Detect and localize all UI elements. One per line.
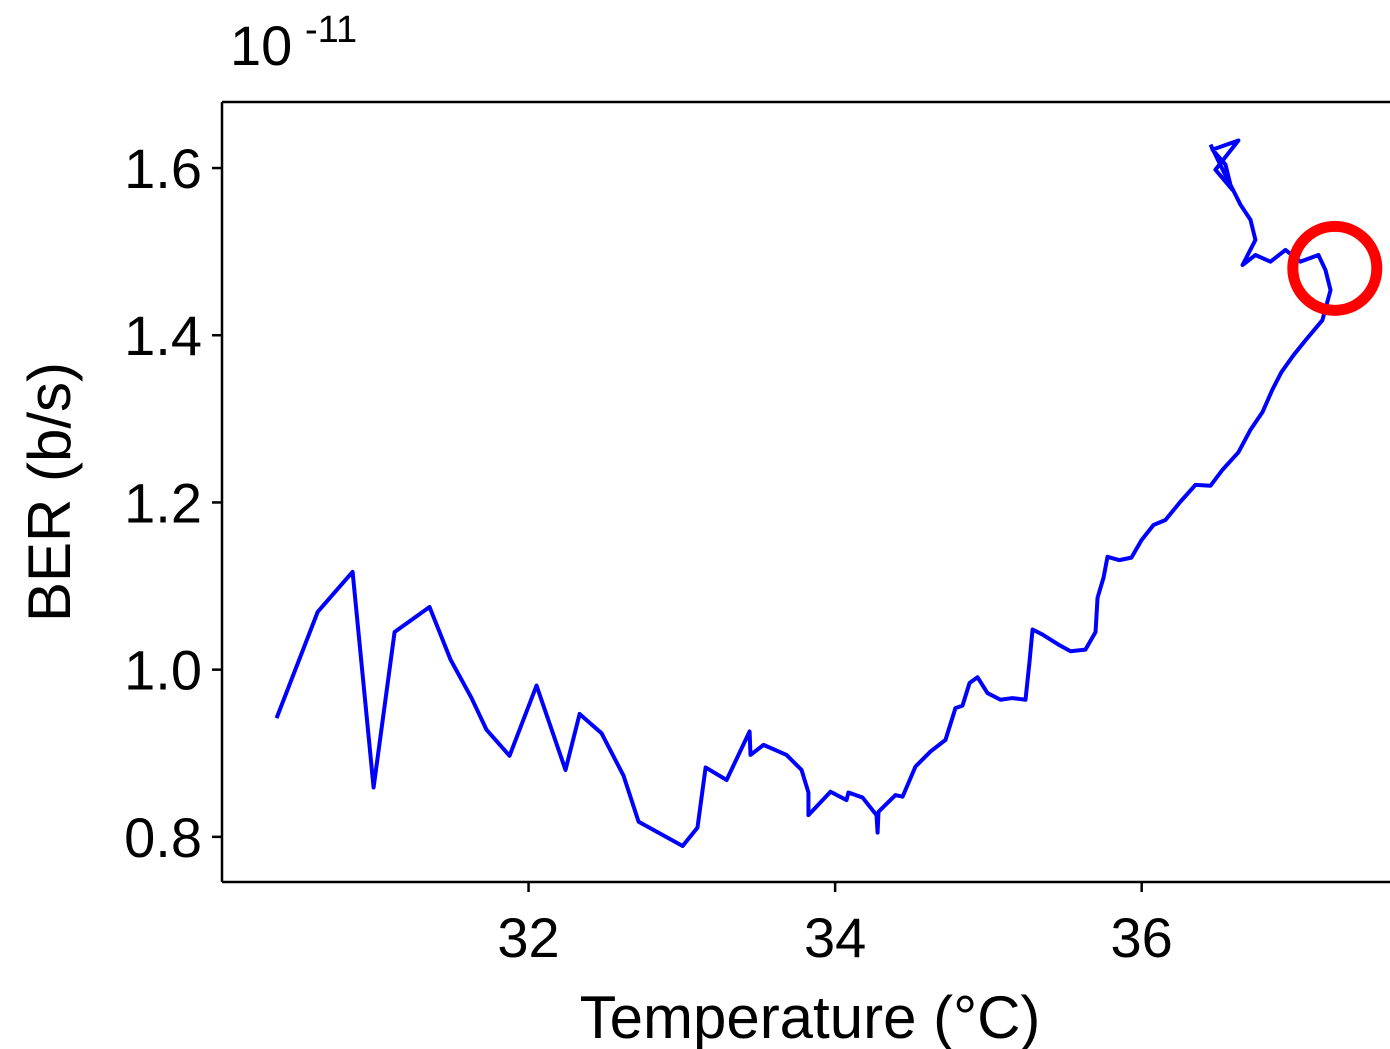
x-tick-label: 34: [804, 906, 866, 969]
y-tick-label: 1.6: [124, 137, 202, 200]
x-tick-label: 36: [1111, 906, 1173, 969]
y-axis-label: BER (b/s): [16, 362, 83, 622]
x-tick-label: 32: [497, 906, 559, 969]
y-tick-label: 0.8: [124, 806, 202, 869]
y-offset-exponent: -11: [305, 9, 357, 51]
y-tick-label: 1.2: [124, 471, 202, 534]
data-line: [274, 138, 1333, 849]
y-tick-label: 1.4: [124, 304, 202, 367]
y-offset-base: 10: [230, 14, 292, 77]
y-tick-label: 1.0: [124, 639, 202, 702]
highlight-circle: [1287, 220, 1383, 316]
x-axis-label: Temperature (°C): [580, 984, 1041, 1049]
